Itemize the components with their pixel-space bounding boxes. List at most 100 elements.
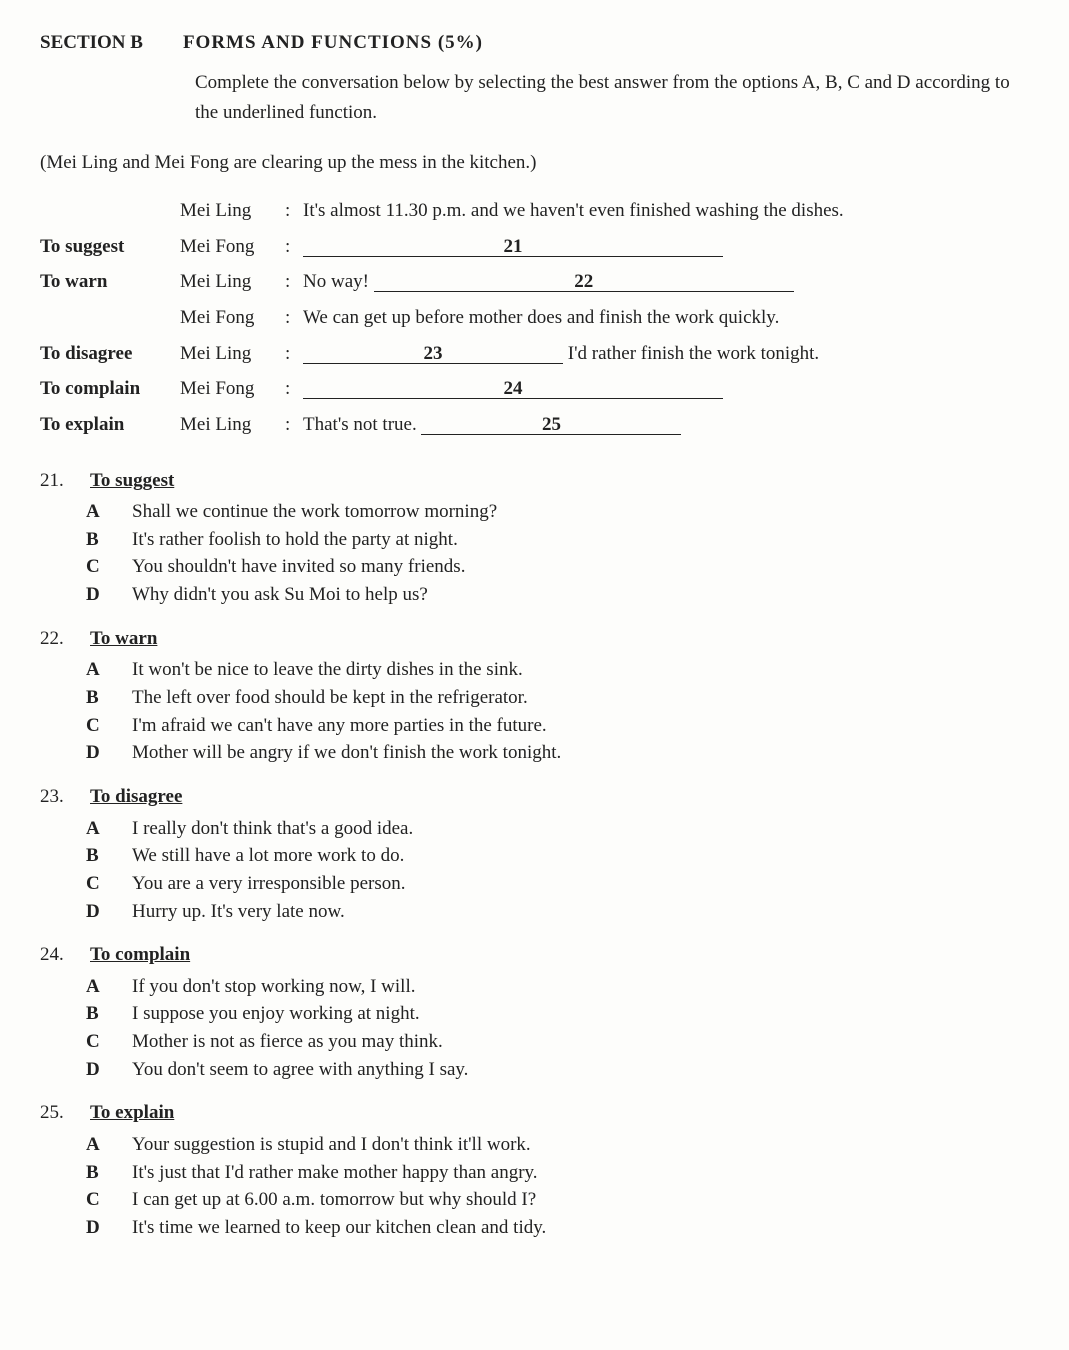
speech-text: We can get up before mother does and fin… <box>303 305 1029 331</box>
speech-text: 23 I'd rather finish the work tonight. <box>303 341 1029 367</box>
option-row: CYou shouldn't have invited so many frie… <box>86 554 1029 580</box>
question-number: 21. <box>40 468 90 494</box>
question-number: 23. <box>40 784 90 810</box>
function-label: To complain <box>40 376 180 402</box>
speech-pre: No way! <box>303 271 374 292</box>
colon: : <box>285 234 303 260</box>
speaker-name: Mei Ling <box>180 198 285 224</box>
question-function: To warn <box>90 628 157 649</box>
option-text: I really don't think that's a good idea. <box>132 816 1029 842</box>
option-row: AI really don't think that's a good idea… <box>86 816 1029 842</box>
colon: : <box>285 269 303 295</box>
dialogue-block: Mei Ling:It's almost 11.30 p.m. and we h… <box>40 198 1029 437</box>
option-letter: B <box>86 1001 132 1027</box>
option-letter: C <box>86 1029 132 1055</box>
option-text: Shall we continue the work tomorrow morn… <box>132 499 1029 525</box>
option-text: I suppose you enjoy working at night. <box>132 1001 1029 1027</box>
answer-blank: 24 <box>303 379 723 399</box>
speech-pre: It's almost 11.30 p.m. and we haven't ev… <box>303 200 844 221</box>
speech-text: It's almost 11.30 p.m. and we haven't ev… <box>303 198 1029 224</box>
question-function: To suggest <box>90 470 174 491</box>
speaker-name: Mei Ling <box>180 269 285 295</box>
option-letter: A <box>86 816 132 842</box>
answer-blank: 25 <box>421 415 681 435</box>
section-label: SECTION B <box>40 30 143 56</box>
option-row: CMother is not as fierce as you may thin… <box>86 1029 1029 1055</box>
colon: : <box>285 376 303 402</box>
option-letter: D <box>86 899 132 925</box>
option-row: AYour suggestion is stupid and I don't t… <box>86 1132 1029 1158</box>
option-text: The left over food should be kept in the… <box>132 685 1029 711</box>
option-row: BIt's rather foolish to hold the party a… <box>86 527 1029 553</box>
option-text: It won't be nice to leave the dirty dish… <box>132 657 1029 683</box>
option-text: Mother is not as fierce as you may think… <box>132 1029 1029 1055</box>
speech-text: That's not true. 25 <box>303 412 1029 438</box>
answer-blank: 21 <box>303 237 723 257</box>
speech-text: 24 <box>303 376 1029 402</box>
option-letter: B <box>86 843 132 869</box>
question-block: 25.To explain AYour suggestion is stupid … <box>40 1100 1029 1240</box>
dialogue-row: To suggestMei Fong:21 <box>40 234 1029 260</box>
option-row: DYou don't seem to agree with anything I… <box>86 1057 1029 1083</box>
speaker-name: Mei Ling <box>180 412 285 438</box>
option-text: You are a very irresponsible person. <box>132 871 1029 897</box>
option-letter: D <box>86 1215 132 1241</box>
function-label: To warn <box>40 269 180 295</box>
speaker-name: Mei Fong <box>180 234 285 260</box>
speaker-name: Mei Ling <box>180 341 285 367</box>
option-letter: B <box>86 1160 132 1186</box>
dialogue-row: To explainMei Ling:That's not true. 25 <box>40 412 1029 438</box>
option-text: You shouldn't have invited so many frien… <box>132 554 1029 580</box>
question-number: 24. <box>40 942 90 968</box>
option-letter: A <box>86 974 132 1000</box>
option-letter: D <box>86 582 132 608</box>
option-letter: B <box>86 685 132 711</box>
section-title: FORMS AND FUNCTIONS (5%) <box>183 30 483 56</box>
question-function: To explain <box>90 1102 174 1123</box>
speech-post: I'd rather finish the work tonight. <box>563 343 819 364</box>
option-letter: D <box>86 1057 132 1083</box>
function-label: To suggest <box>40 234 180 260</box>
option-text: It's rather foolish to hold the party at… <box>132 527 1029 553</box>
option-letter: C <box>86 1187 132 1213</box>
colon: : <box>285 198 303 224</box>
question-function: To complain <box>90 944 190 965</box>
option-row: CI can get up at 6.00 a.m. tomorrow but … <box>86 1187 1029 1213</box>
colon: : <box>285 305 303 331</box>
option-row: CI'm afraid we can't have any more parti… <box>86 713 1029 739</box>
option-letter: C <box>86 554 132 580</box>
question-function: To disagree <box>90 786 182 807</box>
option-row: BIt's just that I'd rather make mother h… <box>86 1160 1029 1186</box>
option-text: I'm afraid we can't have any more partie… <box>132 713 1029 739</box>
speaker-name: Mei Fong <box>180 376 285 402</box>
context-text: (Mei Ling and Mei Fong are clearing up t… <box>40 150 1029 176</box>
option-text: Why didn't you ask Su Moi to help us? <box>132 582 1029 608</box>
option-text: Your suggestion is stupid and I don't th… <box>132 1132 1029 1158</box>
question-header: 23.To disagree <box>40 784 1029 810</box>
question-header: 24.To complain <box>40 942 1029 968</box>
option-row: AIf you don't stop working now, I will. <box>86 974 1029 1000</box>
option-row: DWhy didn't you ask Su Moi to help us? <box>86 582 1029 608</box>
question-header: 22.To warn <box>40 626 1029 652</box>
questions-block: 21.To suggest A Shall we continue the work… <box>40 468 1029 1241</box>
option-row: BWe still have a lot more work to do. <box>86 843 1029 869</box>
dialogue-row: To complainMei Fong:24 <box>40 376 1029 402</box>
header-row: SECTION B FORMS AND FUNCTIONS (5%) <box>40 30 1029 56</box>
colon: : <box>285 341 303 367</box>
option-letter: C <box>86 713 132 739</box>
option-row: DMother will be angry if we don't finish… <box>86 740 1029 766</box>
dialogue-row: Mei Fong:We can get up before mother doe… <box>40 305 1029 331</box>
option-letter: A <box>86 657 132 683</box>
question-number: 25. <box>40 1100 90 1126</box>
option-text: Mother will be angry if we don't finish … <box>132 740 1029 766</box>
dialogue-row: To disagreeMei Ling:23 I'd rather finish… <box>40 341 1029 367</box>
option-row: DIt's time we learned to keep our kitche… <box>86 1215 1029 1241</box>
colon: : <box>285 412 303 438</box>
dialogue-row: Mei Ling:It's almost 11.30 p.m. and we h… <box>40 198 1029 224</box>
option-letter: B <box>86 527 132 553</box>
question-header: 21.To suggest <box>40 468 1029 494</box>
answer-blank: 22 <box>374 272 794 292</box>
speech-pre: We can get up before mother does and fin… <box>303 307 779 328</box>
function-label: To disagree <box>40 341 180 367</box>
option-letter: A <box>86 1132 132 1158</box>
